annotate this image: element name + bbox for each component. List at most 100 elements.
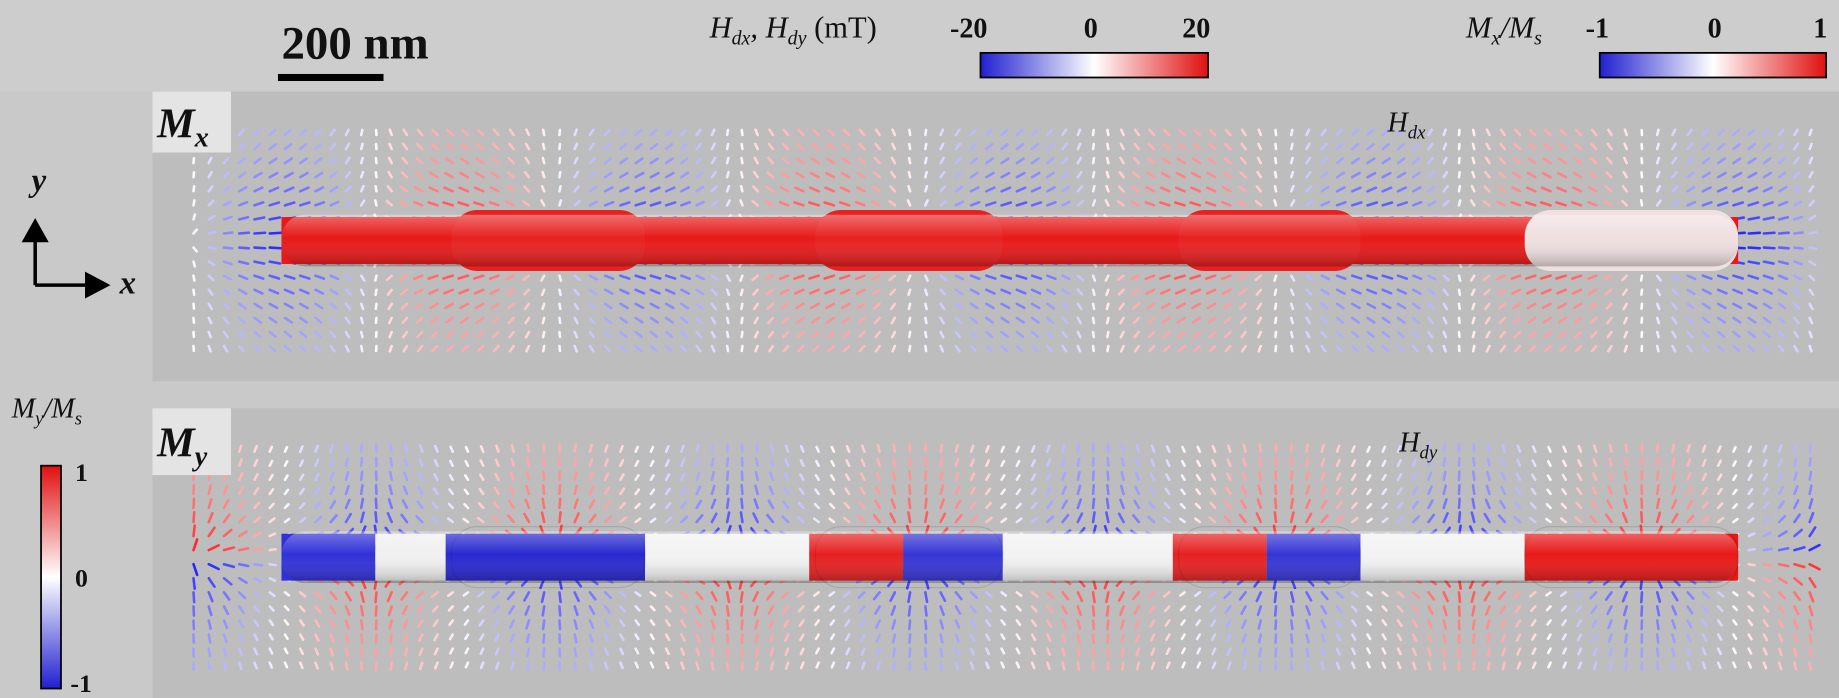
field-arrow: [1411, 288, 1422, 295]
field-arrow: [207, 498, 213, 510]
field-arrow: [1516, 444, 1522, 453]
field-arrow: [540, 288, 546, 297]
field-arrow: [283, 661, 289, 669]
field-arrow: [429, 171, 439, 179]
field-arrow: [649, 344, 658, 353]
field-arrow: [1238, 185, 1247, 193]
field-arrow: [740, 344, 744, 353]
field-arrow: [794, 302, 805, 310]
field-arrow: [492, 128, 500, 137]
field-arrow: [1515, 619, 1522, 628]
field-arrow: [1483, 185, 1491, 193]
field-arrow: [1061, 485, 1068, 496]
field-arrow: [1061, 185, 1070, 193]
field-arrow: [1106, 456, 1110, 467]
field-arrow: [1162, 330, 1171, 339]
field-arrow: [1133, 330, 1141, 339]
field-arrow: [1485, 128, 1491, 137]
field-arrow: [795, 316, 805, 324]
field-arrow: [1514, 128, 1522, 137]
field-arrow: [954, 471, 960, 482]
field-arrow: [432, 487, 439, 496]
field-arrow: [374, 156, 378, 165]
field-arrow: [1091, 316, 1096, 325]
field-arrow: [268, 488, 275, 496]
colorbar: [40, 464, 62, 690]
field-arrow: [710, 142, 716, 151]
field-arrow: [479, 445, 485, 453]
field-arrow: [710, 274, 719, 282]
field-arrow: [1177, 143, 1186, 151]
field-arrow: [1592, 458, 1598, 467]
field-arrow: [1442, 457, 1447, 467]
field-arrow: [695, 514, 704, 524]
field-arrow: [386, 185, 394, 193]
field-arrow: [1777, 486, 1784, 496]
field-arrow: [1793, 156, 1800, 165]
field-arrow: [1091, 330, 1096, 339]
field-arrow: [1808, 344, 1813, 353]
field-arrow: [522, 274, 531, 281]
field-arrow: [815, 445, 820, 453]
field-arrow: [1655, 497, 1661, 510]
field-arrow: [1061, 499, 1068, 510]
field-arrow: [680, 200, 691, 207]
field-arrow: [843, 605, 851, 613]
field-arrow: [1655, 661, 1660, 672]
field-arrow: [619, 128, 627, 137]
field-arrow: [1046, 472, 1052, 482]
field-arrow: [725, 497, 730, 510]
field-arrow: [695, 499, 703, 510]
field-arrow: [799, 445, 805, 453]
field-arrow: [1350, 633, 1357, 641]
field-arrow: [1747, 445, 1753, 453]
field-arrow: [794, 186, 805, 193]
field-arrow: [1808, 605, 1814, 617]
field-arrow: [1030, 473, 1037, 482]
field-arrow: [1545, 591, 1552, 597]
field-arrow: [1366, 302, 1377, 310]
field-arrow: [1132, 171, 1141, 179]
field-arrow: [1242, 457, 1247, 467]
field-arrow: [1076, 156, 1082, 165]
field-arrow: [253, 288, 264, 295]
field-arrow: [283, 503, 290, 510]
field-arrow: [908, 128, 912, 137]
field-arrow: [1105, 302, 1110, 311]
field-arrow: [445, 330, 455, 339]
field-arrow: [799, 459, 805, 467]
field-arrow: [839, 186, 851, 193]
field-arrow: [192, 524, 196, 538]
field-arrow: [492, 344, 500, 353]
field-arrow: [387, 316, 394, 325]
field-arrow: [1572, 302, 1583, 310]
field-arrow: [1015, 647, 1021, 655]
field-arrow: [1320, 142, 1328, 151]
field-arrow: [344, 200, 353, 207]
field-arrow: [1639, 199, 1644, 207]
field-arrow: [725, 142, 730, 151]
field-arrow: [1120, 470, 1125, 482]
field-arrow: [1546, 488, 1552, 496]
field-arrow: [1559, 344, 1568, 353]
field-arrow: [1134, 619, 1141, 629]
field-arrow: [1163, 501, 1171, 510]
field-arrow: [1411, 142, 1420, 151]
field-arrow: [1366, 647, 1372, 655]
field-arrow: [1396, 487, 1403, 496]
field-arrow: [1242, 647, 1247, 657]
field-arrow: [1174, 288, 1186, 295]
field-arrow: [985, 516, 993, 524]
field-arrow: [1762, 260, 1775, 265]
field-arrow: [558, 316, 562, 325]
field-arrow: [1195, 473, 1202, 482]
field-arrow: [283, 143, 293, 151]
field-arrow: [782, 605, 790, 614]
field-arrow: [222, 546, 236, 552]
field-arrow: [1191, 157, 1202, 165]
field-arrow: [1572, 171, 1583, 179]
field-arrow: [558, 605, 562, 617]
field-arrow: [298, 186, 310, 193]
field-arrow: [1442, 661, 1447, 672]
field-arrow: [907, 330, 912, 339]
